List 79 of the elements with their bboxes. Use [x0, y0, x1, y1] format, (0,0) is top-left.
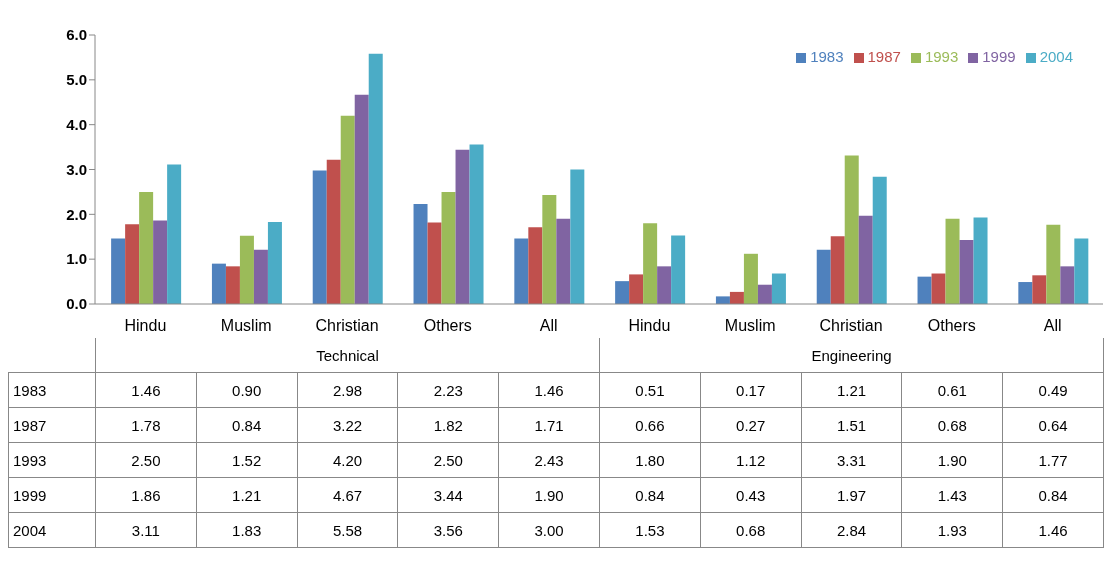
data-label: 1.21 — [801, 372, 902, 408]
data-label: 1.43 — [901, 477, 1003, 513]
x-tick-label: Hindu — [124, 317, 167, 335]
data-label: 0.51 — [599, 372, 701, 408]
data-label: 0.49 — [1002, 372, 1104, 408]
data-label: 1.12 — [700, 442, 802, 478]
data-label: 0.84 — [1002, 477, 1104, 513]
data-label: 1.97 — [801, 477, 902, 513]
data-label: 2.50 — [397, 442, 499, 478]
data-label: 1.52 — [196, 442, 298, 478]
data-label: 4.20 — [297, 442, 398, 478]
text: Engineering — [599, 338, 1104, 373]
y-tick-label: 4.0 — [66, 115, 87, 133]
x-tick-label: All — [1043, 317, 1062, 335]
data-label: 3.44 — [397, 477, 499, 513]
data-label: 1.46 — [95, 372, 197, 408]
data-label: 0.64 — [1002, 407, 1104, 443]
data-label: 1.90 — [901, 442, 1003, 478]
data-label: 3.22 — [297, 407, 398, 443]
data-label: 2.98 — [297, 372, 398, 408]
x-tick-label: All — [539, 317, 558, 335]
data-label: 1.83 — [196, 512, 298, 548]
data-label: 0.17 — [700, 372, 802, 408]
legend-label: 1999 — [982, 48, 1016, 65]
data-label: 1.90 — [498, 477, 600, 513]
legend-label: 1987 — [867, 48, 901, 65]
data-label: 1.77 — [1002, 442, 1104, 478]
data-label: 2.84 — [801, 512, 902, 548]
x-tick-label: Muslim — [724, 317, 776, 335]
data-label: 1.46 — [1002, 512, 1104, 548]
legend-label: 1993 — [924, 48, 959, 65]
x-tick-label: Others — [927, 317, 976, 335]
y-tick-label: 1.0 — [66, 250, 87, 268]
data-label: 0.43 — [700, 477, 802, 513]
data-label: 5.58 — [297, 512, 398, 548]
data-label: 0.68 — [901, 407, 1003, 443]
text: 1983 — [13, 381, 47, 399]
data-label: 1.71 — [498, 407, 600, 443]
data-label: 0.61 — [901, 372, 1003, 408]
data-label: 2.43 — [498, 442, 600, 478]
y-tick-label: 0.0 — [66, 295, 87, 313]
data-label: 1.93 — [901, 512, 1003, 548]
data-label: 3.56 — [397, 512, 499, 548]
data-label: 3.00 — [498, 512, 600, 548]
x-tick-label: Christian — [819, 317, 883, 335]
text: 1993 — [13, 451, 47, 469]
legend-label: 1983 — [810, 48, 844, 65]
x-tick-label: Hindu — [628, 317, 671, 335]
data-label: 0.66 — [599, 407, 701, 443]
data-label: 0.27 — [700, 407, 802, 443]
data-label: 0.84 — [599, 477, 701, 513]
data-label: 1.46 — [498, 372, 600, 408]
data-label: 1.21 — [196, 477, 298, 513]
x-tick-label: Others — [423, 317, 472, 335]
legend-label: 2004 — [1039, 48, 1073, 65]
data-label: 2.23 — [397, 372, 499, 408]
data-label: 1.51 — [801, 407, 902, 443]
text: 1999 — [13, 486, 47, 504]
data-label: 4.67 — [297, 477, 398, 513]
text: 2004 — [13, 521, 47, 539]
text: Technical — [95, 338, 600, 373]
data-label: 0.90 — [196, 372, 298, 408]
data-label: 1.53 — [599, 512, 701, 548]
data-label: 1.78 — [95, 407, 197, 443]
data-label: 3.11 — [95, 512, 197, 548]
y-tick-label: 2.0 — [66, 205, 87, 223]
y-tick-label: 6.0 — [66, 26, 87, 44]
y-tick-label: 5.0 — [66, 71, 87, 89]
y-tick-label: 3.0 — [66, 160, 87, 178]
data-label: 0.84 — [196, 407, 298, 443]
data-label: 2.50 — [95, 442, 197, 478]
data-label: 3.31 — [801, 442, 902, 478]
data-label: 1.82 — [397, 407, 499, 443]
x-tick-label: Christian — [315, 317, 379, 335]
data-label: 1.86 — [95, 477, 197, 513]
x-tick-label: Muslim — [220, 317, 272, 335]
text: 1987 — [13, 416, 47, 434]
data-label: 1.80 — [599, 442, 701, 478]
data-label: 0.68 — [700, 512, 802, 548]
